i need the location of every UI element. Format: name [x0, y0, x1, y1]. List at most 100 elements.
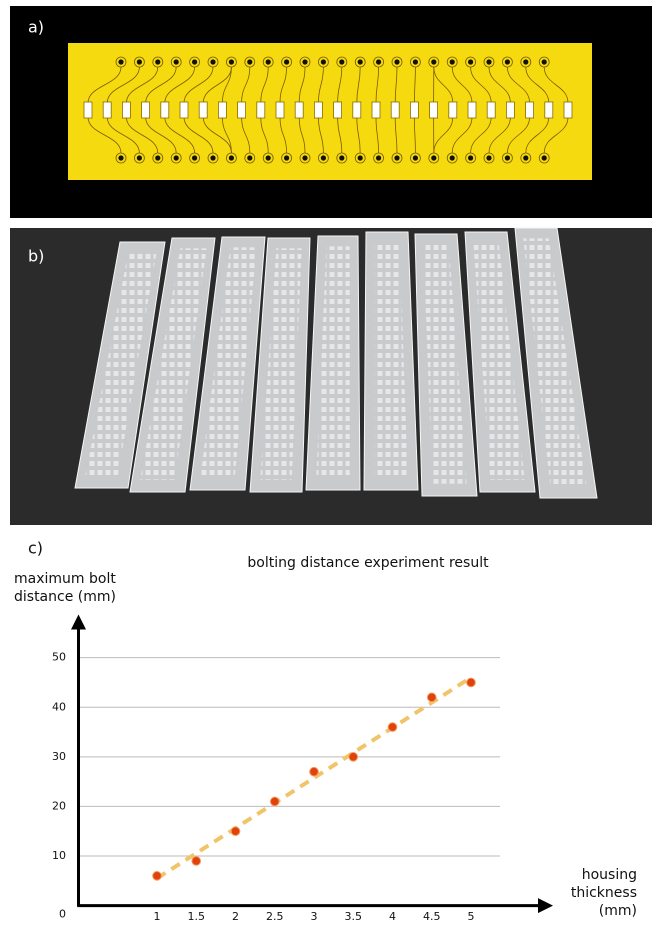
y-tick-label: 50 — [52, 651, 66, 664]
pad — [486, 155, 491, 160]
pad — [468, 155, 473, 160]
point — [270, 797, 279, 806]
panel-label: b) — [28, 247, 44, 266]
pad — [192, 155, 197, 160]
component — [142, 102, 150, 118]
pad — [284, 59, 289, 64]
component — [122, 102, 130, 118]
x-tick-label: 5 — [468, 910, 475, 923]
pad — [450, 155, 455, 160]
pad — [302, 59, 307, 64]
pad — [339, 59, 344, 64]
component — [103, 102, 111, 118]
component — [353, 102, 361, 118]
pad — [229, 155, 234, 160]
pad — [174, 155, 179, 160]
pad — [431, 155, 436, 160]
point — [192, 857, 201, 866]
component — [161, 102, 169, 118]
pad — [542, 155, 547, 160]
component — [487, 102, 495, 118]
component — [238, 102, 246, 118]
pad — [394, 155, 399, 160]
component — [449, 102, 457, 118]
pad — [376, 155, 381, 160]
panel-label: a) — [28, 18, 44, 37]
chart: 0102030405011.522.533.544.55 — [52, 622, 546, 923]
component — [295, 102, 303, 118]
component — [314, 102, 322, 118]
point — [153, 872, 162, 881]
x-tick-label: 2 — [232, 910, 239, 923]
x-tick-label: 1 — [154, 910, 161, 923]
pad — [523, 59, 528, 64]
pad — [505, 155, 510, 160]
component — [84, 102, 92, 118]
x-tick-label: 3.5 — [345, 910, 363, 923]
prints — [75, 228, 597, 498]
pad — [321, 155, 326, 160]
x-tick-label: 2.5 — [266, 910, 284, 923]
pad — [394, 59, 399, 64]
pad — [247, 59, 252, 64]
y-tick-label: 0 — [59, 908, 66, 921]
panel-label: c) — [28, 539, 43, 558]
x-tick-label: 3 — [311, 910, 318, 923]
component — [526, 102, 534, 118]
pad — [118, 155, 123, 160]
component — [199, 102, 207, 118]
component — [218, 102, 226, 118]
pad — [523, 155, 528, 160]
point — [467, 678, 476, 687]
y-tick-label: 30 — [52, 750, 66, 763]
pad — [339, 155, 344, 160]
x-tick-label: 1.5 — [188, 910, 206, 923]
pad — [192, 59, 197, 64]
pad — [247, 155, 252, 160]
pad — [431, 59, 436, 64]
component — [257, 102, 265, 118]
pad — [450, 59, 455, 64]
component — [180, 102, 188, 118]
pad — [321, 59, 326, 64]
component — [430, 102, 438, 118]
pad — [137, 59, 142, 64]
component — [545, 102, 553, 118]
pad — [358, 59, 363, 64]
y-axis-label: maximum bolt distance (mm) — [14, 570, 154, 606]
chart-title: bolting distance experiment result — [247, 555, 489, 571]
pad — [468, 59, 473, 64]
pad — [413, 59, 418, 64]
pad — [302, 155, 307, 160]
pad — [266, 59, 271, 64]
y-tick-label: 10 — [52, 849, 66, 862]
pad — [174, 59, 179, 64]
component — [564, 102, 572, 118]
component — [334, 102, 342, 118]
pad — [229, 59, 234, 64]
pad — [266, 155, 271, 160]
component — [372, 102, 380, 118]
pad — [486, 59, 491, 64]
pad — [137, 155, 142, 160]
pad — [155, 155, 160, 160]
pad — [210, 59, 215, 64]
pad — [210, 155, 215, 160]
x-axis-label: housing thickness (mm) — [555, 866, 637, 920]
pad — [413, 155, 418, 160]
x-tick-label: 4 — [389, 910, 396, 923]
point — [388, 723, 397, 732]
component — [468, 102, 476, 118]
point — [310, 767, 319, 776]
point — [231, 827, 240, 836]
pad — [118, 59, 123, 64]
x-tick-label: 4.5 — [423, 910, 441, 923]
component — [276, 102, 284, 118]
point — [427, 693, 436, 702]
figure: a) b) c) bolting distance experiment res… — [0, 0, 652, 928]
component — [410, 102, 418, 118]
point — [349, 753, 358, 762]
y-tick-label: 20 — [52, 799, 66, 812]
pad — [542, 59, 547, 64]
pad — [505, 59, 510, 64]
